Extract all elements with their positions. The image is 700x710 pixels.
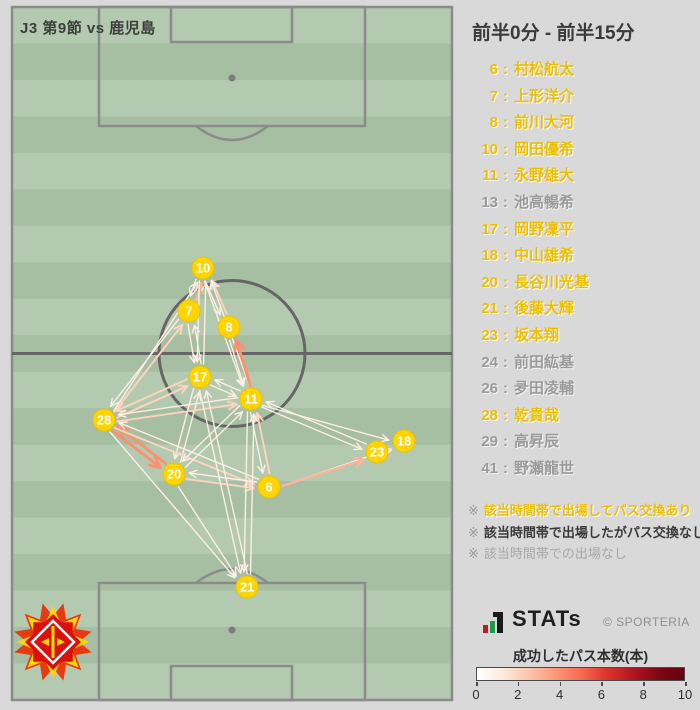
- stats-bars-icon: [483, 612, 505, 633]
- player-node[interactable]: 28: [92, 408, 116, 432]
- copyright-label: © SPORTERIA: [603, 615, 690, 629]
- pass-edge: [118, 421, 259, 480]
- player-list-item: 26: 夛田凌輔: [481, 380, 575, 398]
- player-list-item: 28: 乾貴哉: [481, 406, 560, 424]
- match-title: J3 第9節 vs 鹿児島: [20, 20, 156, 37]
- legend-item: ※ 該当時間帯で出場したがパス交換なし: [468, 524, 700, 540]
- colorbar-tick-label: 6: [597, 687, 605, 702]
- stats-logo-text: STATs: [512, 606, 582, 631]
- colorbar-tick-label: 10: [677, 687, 693, 702]
- player-node[interactable]: 20: [162, 462, 186, 486]
- player-node[interactable]: 8: [217, 315, 241, 339]
- player-node-number: 11: [244, 392, 258, 407]
- colorbar-tick-label: 0: [472, 687, 480, 702]
- pass-edge: [198, 389, 244, 574]
- colorbar-tick: [643, 682, 645, 686]
- player-list-item: 7: 上形洋介: [489, 87, 575, 105]
- pass-edge: [209, 384, 237, 398]
- pass-edge: [116, 384, 189, 419]
- legend-item: ※ 該当時間帯で出場してパス交換あり: [468, 503, 692, 518]
- player-list-item: 41: 野瀬龍世: [481, 459, 575, 477]
- pass-edge: [203, 390, 249, 575]
- pass-edge: [113, 323, 184, 413]
- pass-edge: [281, 457, 365, 488]
- player-node[interactable]: 10: [191, 256, 215, 280]
- pass-edge: [191, 324, 202, 365]
- player-list-item: 18: 中山雄希: [481, 247, 575, 265]
- pass-edge: [116, 400, 238, 423]
- player-nodes: 10 7 8 17 11 28 18 23 20 6 21: [92, 256, 416, 599]
- pass-edge: [265, 400, 367, 445]
- colorbar-tick-label: 8: [639, 687, 647, 702]
- pass-edge: [261, 406, 363, 451]
- player-list-item: 29: 高昇辰: [481, 433, 560, 451]
- colorbar-ticks: 0 2 4 6 8 10: [472, 681, 692, 703]
- colorbar-label: 成功したパス本数(本): [512, 648, 649, 664]
- colorbar-tick: [559, 682, 562, 686]
- colorbar-tick: [517, 682, 520, 686]
- pass-edge: [177, 486, 237, 577]
- legend: ※ 該当時間帯で出場してパス交換あり ※ 該当時間帯で出場したがパス交換なし ※ 該当時間…: [468, 500, 700, 565]
- player-list-item: 17: 岡野凜平: [481, 220, 575, 238]
- pass-edge: [262, 404, 390, 443]
- pass-edge: [187, 323, 198, 364]
- colorbar-tick: [685, 682, 687, 686]
- player-node-number: 20: [167, 467, 181, 482]
- pass-edge: [109, 318, 180, 407]
- player-node-number: 23: [370, 445, 384, 460]
- colorbar-tick: [476, 682, 478, 686]
- player-list-item: 24: 前田紘基: [481, 353, 575, 371]
- pitch-canvas: 10 7 8 17 11 28 18 23 20 6 21: [10, 5, 454, 702]
- pass-edges: [109, 278, 392, 579]
- player-list-item: 10: 岡田優希: [481, 140, 575, 158]
- branding: STATs © SPORTERIA: [460, 604, 700, 636]
- player-node[interactable]: 6: [257, 475, 281, 499]
- pass-edge: [233, 338, 252, 388]
- player-node-number: 7: [185, 304, 192, 319]
- pass-edge: [249, 411, 266, 474]
- player-node[interactable]: 17: [188, 365, 212, 389]
- player-node-number: 17: [193, 370, 207, 385]
- player-node[interactable]: 11: [239, 387, 263, 411]
- pass-edge: [117, 397, 239, 418]
- colorbar-tick-label: 4: [555, 687, 564, 702]
- side-panel: 前半0分 - 前半15分 6: 村松航太 7: 上形洋介 8: 前川大河 10: 岡田優希 11…: [460, 0, 700, 710]
- player-node-number: 21: [240, 580, 254, 595]
- time-range-heading: 前半0分 - 前半15分: [472, 23, 635, 44]
- player-list-item: 6: 村松航太: [489, 61, 575, 78]
- player-list-item: 13: 池高暢希: [481, 193, 575, 211]
- pass-edge: [181, 405, 241, 462]
- player-node[interactable]: 23: [365, 440, 389, 464]
- legend-item: ※ 該当時間帯での出場なし: [468, 546, 627, 561]
- player-node[interactable]: 7: [177, 299, 201, 323]
- player-node[interactable]: 21: [235, 575, 259, 599]
- player-node-number: 10: [196, 261, 210, 276]
- player-list-item: 8: 前川大河: [489, 114, 575, 132]
- colorbar-gradient: [476, 667, 685, 681]
- colorbar-tick-label: 2: [514, 687, 522, 702]
- player-node-number: 18: [397, 434, 411, 449]
- player-list-item: 11: 永野雄大: [482, 167, 575, 185]
- colorbar-tick: [601, 682, 603, 686]
- player-node-number: 8: [225, 320, 232, 335]
- player-node-number: 6: [265, 480, 272, 495]
- pass-edge: [214, 378, 242, 392]
- pass-edge: [228, 339, 246, 387]
- pass-edge: [110, 429, 162, 469]
- pass-edge: [184, 411, 244, 468]
- player-list-item: 20: 長谷川光基: [481, 273, 590, 291]
- player-node[interactable]: 18: [392, 429, 416, 453]
- pass-edge: [249, 413, 258, 575]
- player-list-item: 23: 坂本翔: [481, 326, 560, 344]
- player-node-number: 28: [97, 413, 111, 428]
- player-list-item: 21: 後藤大輝: [481, 300, 575, 318]
- club-emblem-icon: [14, 603, 92, 681]
- player-list: 6: 村松航太 7: 上形洋介 8: 前川大河 10: 岡田優希 11: 永野雄大 13: 池高暢希 1…: [460, 57, 700, 483]
